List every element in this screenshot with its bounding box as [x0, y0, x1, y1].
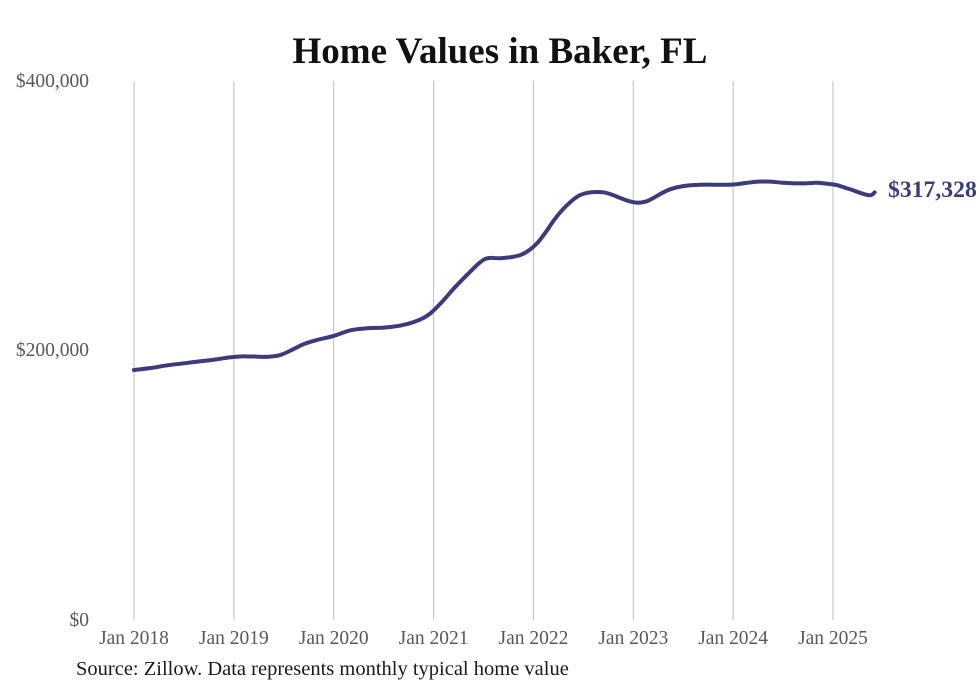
- svg-text:$200,000: $200,000: [16, 340, 89, 361]
- svg-text:Jan 2023: Jan 2023: [598, 628, 668, 649]
- svg-text:Jan 2018: Jan 2018: [99, 628, 169, 649]
- svg-text:Jan 2020: Jan 2020: [299, 628, 369, 649]
- svg-text:$0: $0: [70, 610, 90, 631]
- svg-text:Jan 2019: Jan 2019: [199, 628, 269, 649]
- svg-text:$400,000: $400,000: [16, 71, 89, 92]
- svg-text:Jan 2024: Jan 2024: [698, 628, 768, 649]
- svg-text:$317,328: $317,328: [888, 177, 977, 203]
- svg-text:Jan 2021: Jan 2021: [399, 628, 469, 649]
- svg-text:Jan 2025: Jan 2025: [798, 628, 868, 649]
- svg-text:Jan 2022: Jan 2022: [498, 628, 568, 649]
